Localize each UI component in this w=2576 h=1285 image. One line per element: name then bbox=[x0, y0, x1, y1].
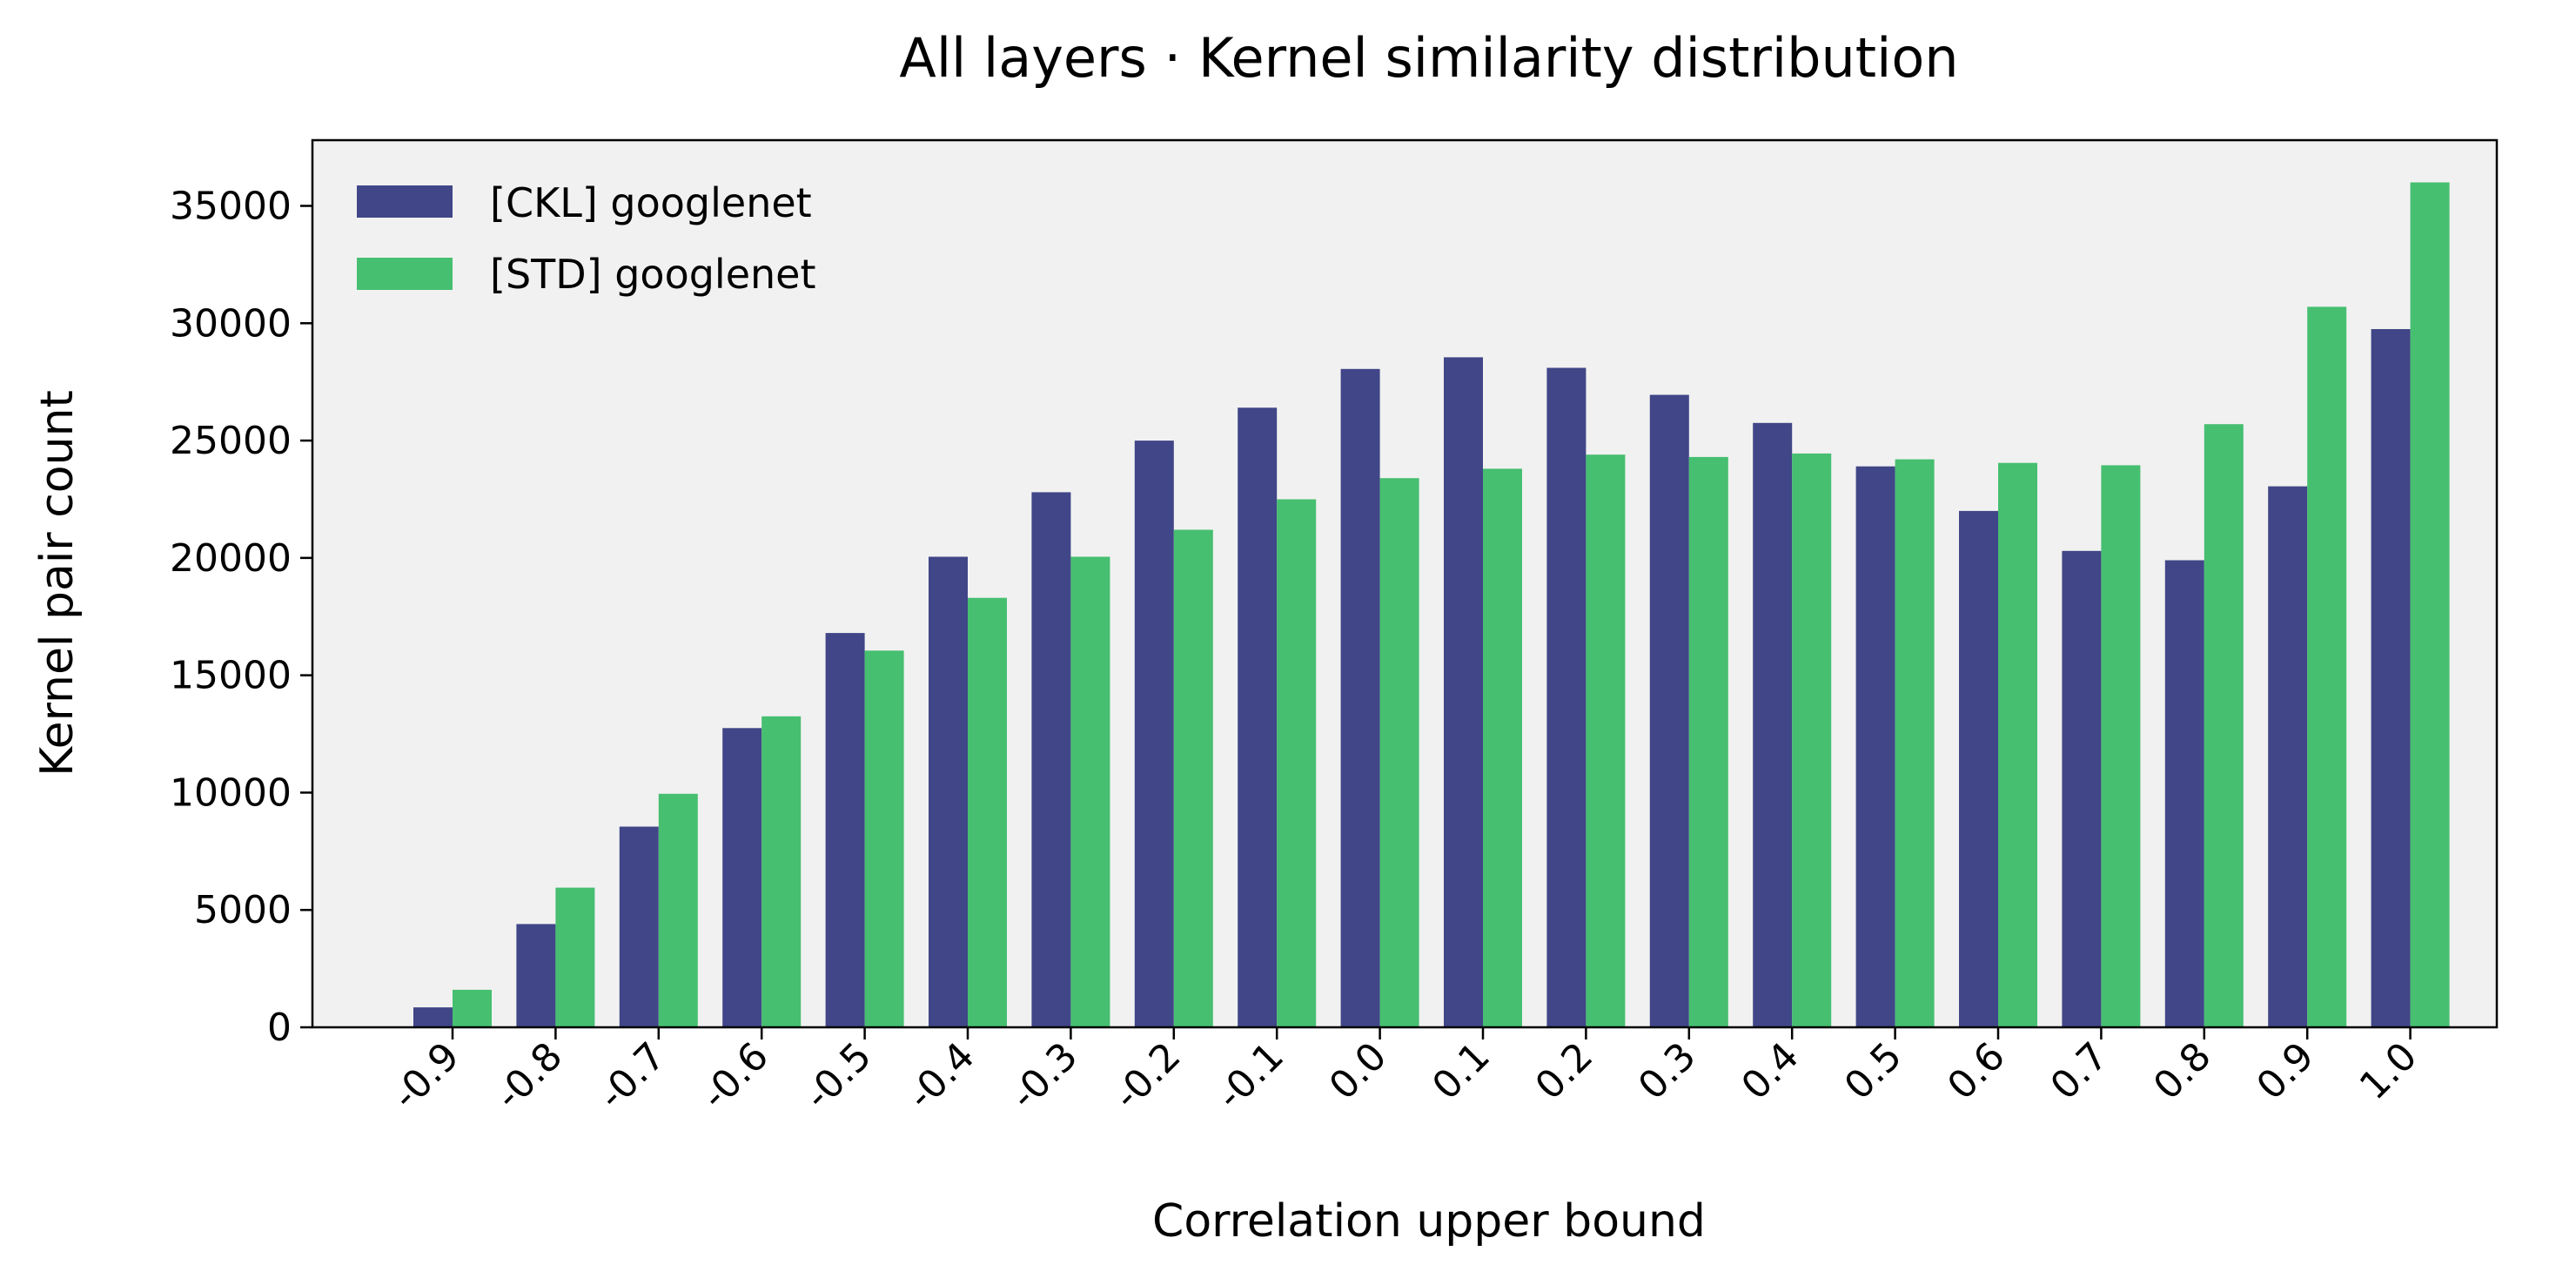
bar-ckl-1.0 bbox=[2371, 329, 2411, 1027]
x-tick-label: 0.3 bbox=[1630, 1034, 1705, 1109]
bar-std-0.3 bbox=[1688, 456, 1728, 1027]
bar-std-1.0 bbox=[2410, 182, 2450, 1027]
x-tick-label: -0.1 bbox=[1208, 1034, 1292, 1119]
bar-ckl--0.5 bbox=[825, 633, 865, 1027]
bar-ckl-0.1 bbox=[1444, 357, 1483, 1027]
x-tick-label: -0.6 bbox=[693, 1034, 777, 1119]
bar-std-0.4 bbox=[1792, 453, 1832, 1027]
bar-ckl--0.8 bbox=[516, 924, 556, 1027]
bars-group bbox=[413, 182, 2450, 1028]
x-tick-label: 0.9 bbox=[2248, 1034, 2323, 1109]
bar-ckl--0.4 bbox=[929, 556, 968, 1027]
bar-std-0.7 bbox=[2101, 465, 2141, 1027]
bar-ckl-0.7 bbox=[2062, 550, 2102, 1027]
x-tick-label: -0.2 bbox=[1105, 1034, 1190, 1119]
y-axis-label: Kernel pair count bbox=[31, 390, 84, 777]
bar-ckl-0.5 bbox=[1855, 466, 1895, 1027]
x-tick-label: -0.7 bbox=[590, 1034, 674, 1119]
x-tick-label: 0.2 bbox=[1527, 1034, 1602, 1109]
y-tick-label: 10000 bbox=[170, 770, 292, 815]
bar-ckl--0.6 bbox=[722, 728, 762, 1027]
plot-frame bbox=[311, 138, 2499, 1029]
x-tick-label: 0.6 bbox=[1939, 1034, 2014, 1109]
bar-std-0.0 bbox=[1379, 478, 1419, 1027]
bar-ckl-0.3 bbox=[1649, 394, 1689, 1027]
bar-std-0.1 bbox=[1483, 468, 1522, 1027]
y-tick-label: 15000 bbox=[170, 654, 292, 698]
bar-ckl--0.9 bbox=[413, 1007, 453, 1027]
x-tick-label: -0.5 bbox=[796, 1034, 881, 1119]
bar-std-0.2 bbox=[1586, 454, 1626, 1027]
y-tick-label: 20000 bbox=[170, 536, 292, 581]
bar-ckl-0.9 bbox=[2268, 486, 2308, 1027]
x-tick-label: 0.8 bbox=[2145, 1034, 2220, 1109]
bar-std--0.4 bbox=[968, 597, 1007, 1027]
bar-std--0.2 bbox=[1173, 529, 1213, 1027]
x-tick-label: 0.4 bbox=[1733, 1034, 1808, 1109]
bar-ckl-0.2 bbox=[1546, 367, 1587, 1027]
y-tick-label: 5000 bbox=[194, 888, 292, 932]
chart-title: All layers · Kernel similarity distribut… bbox=[899, 26, 1958, 90]
x-tick-label: -0.8 bbox=[486, 1034, 571, 1119]
bar-ckl-0.8 bbox=[2164, 560, 2204, 1027]
bar-std-0.5 bbox=[1895, 459, 1935, 1027]
x-tick-label: -0.3 bbox=[1002, 1034, 1086, 1119]
y-tick-label: 0 bbox=[267, 1006, 292, 1050]
y-tick-label: 30000 bbox=[170, 301, 292, 346]
x-tick-label: 0.5 bbox=[1836, 1034, 1911, 1109]
bar-std-0.8 bbox=[2204, 424, 2244, 1027]
bar-std-0.9 bbox=[2307, 306, 2347, 1027]
x-tick-label: 0.7 bbox=[2043, 1034, 2117, 1109]
bar-ckl--0.3 bbox=[1031, 492, 1071, 1027]
bar-std--0.5 bbox=[864, 650, 904, 1027]
bar-ckl--0.7 bbox=[619, 826, 659, 1027]
y-axis-ticks: 0 5000 10000 15000 20000 25000 30000 35000 bbox=[170, 184, 312, 1050]
legend: [CKL] googlenet [STD] googlenet bbox=[357, 179, 816, 298]
y-tick-label: 35000 bbox=[170, 184, 292, 228]
bar-std--0.6 bbox=[761, 716, 802, 1027]
x-axis-label: Correlation upper bound bbox=[1152, 1195, 1706, 1248]
y-tick-label: 25000 bbox=[170, 419, 292, 463]
x-tick-label: -0.4 bbox=[899, 1034, 983, 1119]
bar-std--0.1 bbox=[1277, 499, 1317, 1027]
bar-std-0.6 bbox=[1998, 462, 2037, 1027]
bar-ckl-0.6 bbox=[1959, 510, 1998, 1027]
x-tick-label: 0.0 bbox=[1321, 1034, 1396, 1109]
bar-std--0.8 bbox=[555, 887, 595, 1027]
x-tick-label: 1.0 bbox=[2351, 1034, 2426, 1109]
legend-swatch-ckl bbox=[357, 185, 453, 218]
x-tick-label: 0.1 bbox=[1424, 1034, 1499, 1109]
bar-ckl-0.4 bbox=[1753, 422, 1793, 1027]
legend-swatch-std bbox=[357, 258, 453, 290]
bar-ckl-0.0 bbox=[1340, 368, 1380, 1027]
bar-ckl--0.2 bbox=[1134, 441, 1174, 1028]
legend-label-ckl: [CKL] googlenet bbox=[490, 179, 812, 226]
x-tick-label: -0.9 bbox=[384, 1034, 468, 1119]
bar-ckl--0.1 bbox=[1238, 407, 1278, 1027]
x-axis-ticks: -0.9 -0.8 -0.7 -0.6 -0.5 -0.4 -0.3 -0.2 -0.1 0.0 0… bbox=[384, 1027, 2425, 1118]
legend-label-std: [STD] googlenet bbox=[490, 251, 816, 298]
bar-std--0.9 bbox=[453, 989, 492, 1027]
bar-std--0.3 bbox=[1070, 556, 1110, 1027]
bar-std--0.7 bbox=[658, 793, 698, 1027]
